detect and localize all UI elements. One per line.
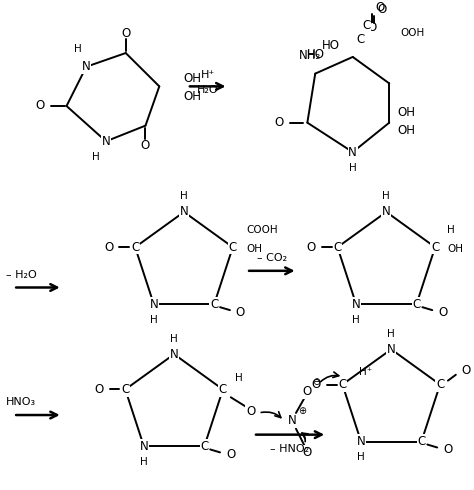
Text: N: N	[387, 343, 396, 356]
Text: O: O	[94, 383, 104, 396]
Text: C: C	[412, 298, 420, 311]
Text: H: H	[447, 224, 455, 235]
Text: C: C	[210, 298, 218, 311]
Text: HO: HO	[322, 39, 340, 51]
Text: HNO₃: HNO₃	[6, 397, 36, 407]
Text: OH: OH	[397, 124, 415, 137]
Text: NH₂: NH₂	[299, 49, 321, 62]
Text: N: N	[382, 205, 391, 219]
Text: OH: OH	[447, 244, 463, 254]
Text: N: N	[170, 348, 179, 361]
Text: – HNO₂: – HNO₂	[270, 444, 309, 454]
Text: OH: OH	[183, 72, 201, 85]
Text: H: H	[170, 334, 178, 343]
Text: O: O	[443, 443, 452, 456]
Text: C: C	[338, 378, 346, 391]
Text: C: C	[363, 19, 371, 32]
Text: OH: OH	[246, 244, 263, 254]
Text: C: C	[200, 440, 209, 453]
Text: – CO₂: – CO₂	[257, 253, 287, 263]
Text: H: H	[383, 191, 390, 201]
Text: OH: OH	[183, 90, 201, 103]
Text: N: N	[352, 298, 361, 311]
Text: C: C	[228, 241, 237, 254]
Text: ⊖: ⊖	[313, 377, 321, 387]
Text: H: H	[352, 315, 360, 325]
Text: O: O	[438, 306, 447, 318]
Text: N: N	[288, 415, 296, 427]
Text: O: O	[274, 116, 283, 129]
Text: N: N	[348, 146, 357, 159]
Text: OOH: OOH	[400, 28, 424, 38]
Text: H: H	[180, 191, 188, 201]
Text: HO: HO	[307, 49, 325, 61]
Text: C: C	[436, 378, 444, 391]
Text: O: O	[302, 446, 311, 459]
Text: C: C	[333, 241, 342, 254]
Text: O: O	[376, 1, 385, 14]
Text: O: O	[121, 27, 130, 40]
Text: O: O	[104, 241, 113, 254]
Text: – H₂O: – H₂O	[6, 270, 37, 280]
Text: C: C	[356, 33, 365, 46]
Text: C: C	[121, 383, 129, 396]
Text: O: O	[141, 139, 150, 152]
Text: H: H	[349, 163, 356, 173]
Text: O: O	[36, 99, 45, 113]
Text: C: C	[417, 435, 426, 448]
Text: H: H	[235, 373, 243, 383]
Text: OH: OH	[397, 106, 415, 120]
Text: C: C	[219, 383, 227, 396]
Text: O: O	[462, 365, 471, 377]
Text: O: O	[311, 378, 321, 391]
Text: C: C	[431, 241, 439, 254]
Text: H: H	[387, 329, 395, 339]
Text: H⁺: H⁺	[359, 367, 373, 377]
Text: H: H	[92, 152, 100, 162]
Text: H: H	[74, 44, 82, 54]
Text: N: N	[139, 440, 148, 453]
Text: O: O	[307, 241, 316, 254]
Text: H: H	[150, 315, 158, 325]
Text: N: N	[357, 435, 365, 448]
Text: O: O	[236, 306, 245, 318]
Text: COOH: COOH	[246, 224, 278, 235]
Text: H: H	[357, 452, 365, 462]
Text: O: O	[368, 21, 377, 34]
Text: O: O	[226, 448, 235, 461]
Text: N: N	[149, 298, 158, 311]
Text: H: H	[140, 457, 148, 467]
Text: N: N	[82, 60, 91, 73]
Text: H₂O: H₂O	[197, 85, 219, 95]
Text: O: O	[378, 3, 387, 16]
Text: H⁺: H⁺	[201, 70, 215, 79]
Text: C: C	[131, 241, 139, 254]
Text: O: O	[302, 385, 311, 398]
Text: N: N	[101, 135, 110, 148]
Text: O: O	[246, 405, 255, 417]
Text: ⊕: ⊕	[298, 406, 306, 416]
Text: N: N	[180, 205, 188, 219]
